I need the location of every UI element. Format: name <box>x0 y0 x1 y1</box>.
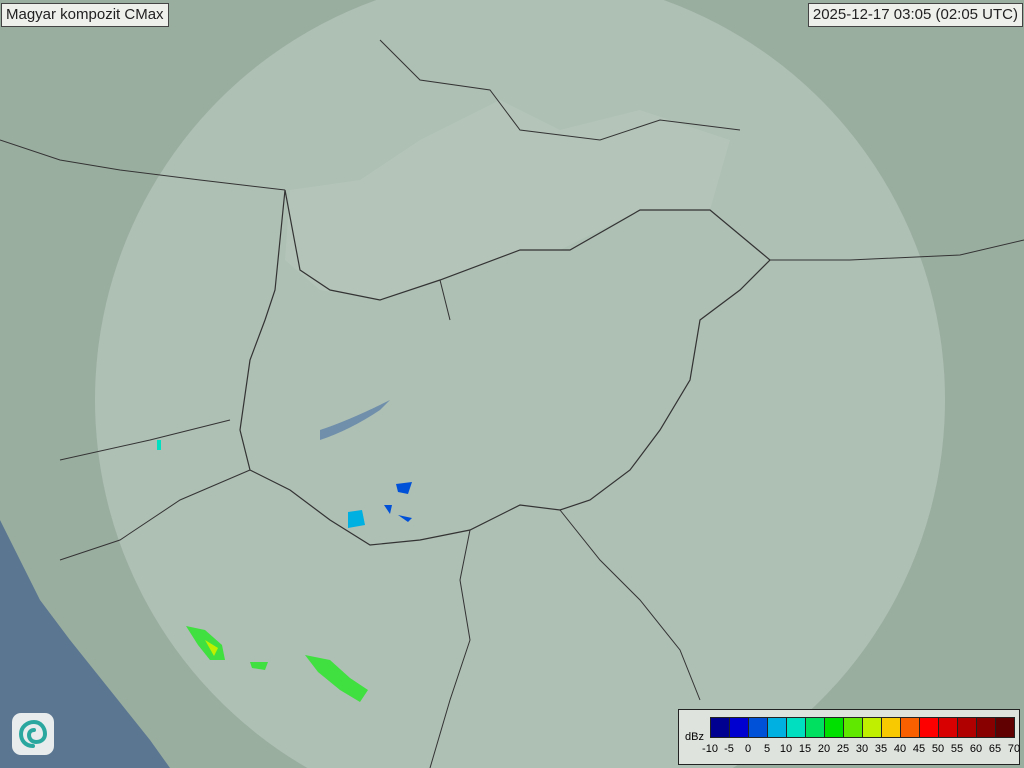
legend-tick-label: 50 <box>931 743 945 755</box>
legend-tick-label: 0 <box>744 743 752 755</box>
legend-tick-label: 45 <box>912 743 926 755</box>
legend-tick-label: 10 <box>779 743 793 755</box>
legend-swatch <box>996 718 1014 737</box>
radar-echoes <box>157 440 412 702</box>
legend-tick-label: 35 <box>874 743 888 755</box>
legend-tick-label: 55 <box>950 743 964 755</box>
echo-cell <box>305 655 368 702</box>
echo-cell <box>250 662 268 670</box>
echo-cell <box>205 640 218 656</box>
legend-tick-label: 15 <box>798 743 812 755</box>
legend-tick-label: 60 <box>969 743 983 755</box>
echo-cell <box>384 482 412 522</box>
legend-swatch <box>920 718 939 737</box>
legend-swatch <box>844 718 863 737</box>
hungary-border <box>239 189 771 546</box>
legend-swatch <box>958 718 977 737</box>
legend-ticks: -10 -5 0 5 10 15 20 25 30 35 40 45 50 55 60 65 70 <box>700 743 1020 759</box>
legend-tick-label: 5 <box>763 743 771 755</box>
legend-tick-label: 30 <box>855 743 869 755</box>
legend-tick-label: -5 <box>724 743 734 755</box>
lake-balaton <box>320 400 390 440</box>
legend-swatch <box>825 718 844 737</box>
country-borders <box>0 39 1024 768</box>
legend-swatch <box>977 718 996 737</box>
legend-tick-label: 70 <box>1007 743 1021 755</box>
carpathian-region <box>285 100 730 300</box>
legend-swatch <box>787 718 806 737</box>
legend-swatch <box>901 718 920 737</box>
legend-swatch <box>711 718 730 737</box>
legend-tick-label: 65 <box>988 743 1002 755</box>
echo-cell <box>348 510 365 528</box>
timestamp: 2025-12-17 03:05 (02:05 UTC) <box>807 3 1023 27</box>
product-title: Magyar kompozit CMax <box>1 3 169 27</box>
legend-swatch <box>863 718 882 737</box>
legend-tick-label: 25 <box>836 743 850 755</box>
dbz-legend: dBz -10 -5 0 5 10 15 20 25 30 35 40 45 50 55 60 65 70 <box>678 709 1020 765</box>
legend-swatch <box>768 718 787 737</box>
legend-swatch <box>939 718 958 737</box>
legend-swatch <box>882 718 901 737</box>
legend-tick-label: 20 <box>817 743 831 755</box>
swirl-logo-icon <box>12 713 54 755</box>
legend-tick-label: -10 <box>702 743 718 755</box>
legend-color-bar <box>710 717 1015 738</box>
legend-tick-label: 40 <box>893 743 907 755</box>
echo-cell <box>157 440 161 450</box>
legend-swatch <box>749 718 768 737</box>
legend-unit: dBz <box>685 731 704 743</box>
adriatic-sea <box>0 520 170 768</box>
legend-swatch <box>730 718 749 737</box>
legend-swatch <box>806 718 825 737</box>
